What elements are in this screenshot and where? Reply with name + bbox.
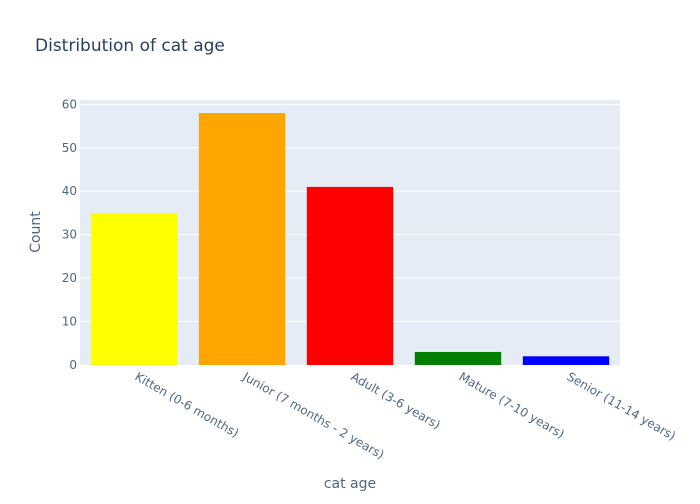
y-tick-label: 60 xyxy=(62,97,77,111)
chart-title: Distribution of cat age xyxy=(35,36,225,56)
x-tick-label: Mature (7-10 years) xyxy=(457,369,567,441)
x-tick-label: Kitten (0-6 months) xyxy=(133,369,242,440)
x-tick-label: Adult (3-6 years) xyxy=(349,369,443,432)
y-axis-title: Count xyxy=(28,211,44,253)
bar[interactable] xyxy=(90,212,178,365)
x-tick-labels: Kitten (0-6 months) Junior (7 months - 2 … xyxy=(133,369,679,462)
y-tick-label: 40 xyxy=(62,184,77,198)
bar[interactable] xyxy=(522,356,610,365)
x-tick-label: Senior (11-14 years) xyxy=(565,369,679,443)
y-tick-label: 30 xyxy=(62,228,77,242)
bar[interactable] xyxy=(306,186,394,365)
bars xyxy=(90,113,610,366)
y-tick-label: 10 xyxy=(62,315,77,329)
x-axis-title: cat age xyxy=(324,476,376,492)
bar[interactable] xyxy=(198,113,286,366)
y-tick-label: 0 xyxy=(69,358,77,372)
y-tick-labels: 0 10 20 30 40 50 60 xyxy=(62,97,77,372)
y-tick-label: 20 xyxy=(62,271,77,285)
y-tick-label: 50 xyxy=(62,141,77,155)
bar[interactable] xyxy=(414,351,502,365)
